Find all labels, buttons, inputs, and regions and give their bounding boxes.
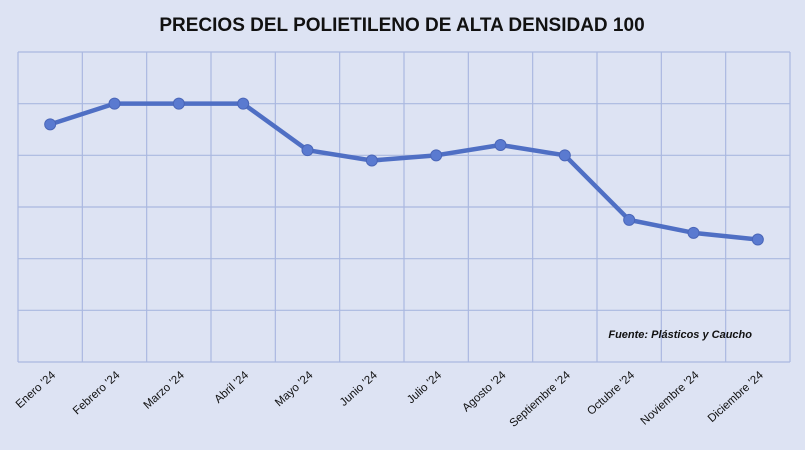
data-point-8 [494, 139, 507, 151]
data-point-4 [237, 97, 250, 110]
data-point-1 [44, 118, 57, 131]
data-points [44, 97, 764, 246]
chart-title: PRECIOS DEL POLIETILENO DE ALTA DENSIDAD… [159, 15, 644, 36]
data-point-5 [301, 144, 314, 157]
x-tick-label: Noviembre '24 [639, 369, 702, 428]
x-tick-label: Febrero '24 [71, 369, 123, 417]
data-point-11 [687, 226, 700, 239]
x-tick-label: Junio '24 [338, 369, 380, 409]
data-point-9 [558, 149, 571, 162]
source-note: Fuente: Plásticos y Caucho [608, 329, 752, 341]
x-tick-label: Octubre '24 [585, 369, 637, 418]
x-tick-label: Diciembre '24 [706, 369, 766, 425]
data-point-10 [623, 213, 636, 226]
x-tick-label: Marzo '24 [142, 369, 188, 412]
x-tick-label: Enero '24 [14, 369, 59, 411]
x-tick-label: Mayo '24 [273, 369, 316, 409]
x-tick-label: Agosto '24 [460, 369, 509, 414]
data-point-12 [751, 233, 764, 246]
x-tick-label: Septiembre '24 [508, 369, 574, 430]
data-point-7 [430, 149, 443, 162]
x-axis-tick-labels: Enero '24 Febrero '24 Marzo '24 Abril '24 Ma… [14, 369, 766, 430]
series-line-group [47, 101, 761, 242]
data-point-3 [172, 97, 185, 110]
x-tick-label: Abril '24 [213, 369, 252, 406]
series-line [47, 101, 761, 242]
data-point-2 [108, 97, 121, 110]
grid [17, 51, 791, 363]
x-tick-label: Julio '24 [405, 369, 445, 406]
data-point-6 [365, 154, 378, 167]
